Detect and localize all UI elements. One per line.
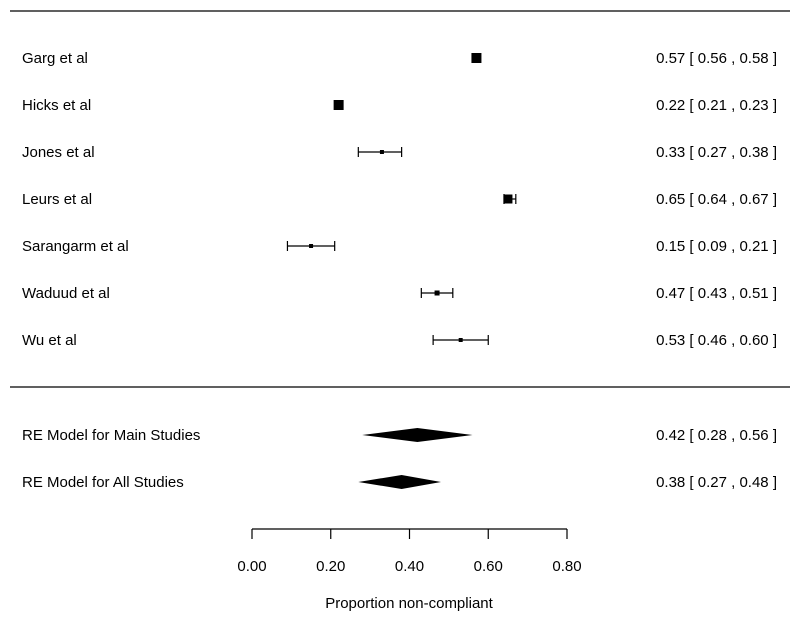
x-tick-label: 0.60 — [474, 558, 503, 575]
x-tick-label: 0.00 — [237, 558, 266, 575]
summary-label: RE Model for All Studies — [22, 474, 184, 491]
point-estimate — [309, 244, 314, 248]
x-axis: 0.00 0.20 0.40 0.60 0.80 — [237, 528, 582, 575]
study-row: Sarangarm et al 0.15 [ 0.09 , 0.21 ] — [22, 238, 777, 255]
estimate-ci-text: 0.33 [ 0.27 , 0.38 ] — [656, 144, 777, 161]
study-label: Jones et al — [22, 144, 95, 161]
estimate-ci-text: 0.53 [ 0.46 , 0.60 ] — [656, 332, 777, 349]
summary-estimate-text: 0.42 [ 0.28 , 0.56 ] — [656, 427, 777, 444]
estimate-ci-text: 0.15 [ 0.09 , 0.21 ] — [656, 238, 777, 255]
study-label: Waduud et al — [22, 285, 110, 302]
estimate-ci-text: 0.65 [ 0.64 , 0.67 ] — [656, 191, 777, 208]
estimate-ci-text: 0.22 [ 0.21 , 0.23 ] — [656, 97, 777, 114]
summary-row: RE Model for All Studies 0.38 [ 0.27 , 0.… — [22, 474, 777, 491]
study-row: Leurs et al 0.65 [ 0.64 , 0.67 ] — [22, 191, 777, 208]
summary-rows: RE Model for Main Studies 0.42 [ 0.28 , 0… — [22, 427, 777, 491]
summary-row: RE Model for Main Studies 0.42 [ 0.28 , 0… — [22, 427, 777, 444]
study-row: Garg et al 0.57 [ 0.56 , 0.58 ] — [22, 50, 777, 67]
estimate-ci-text: 0.57 [ 0.56 , 0.58 ] — [656, 50, 777, 67]
point-estimate — [458, 338, 463, 342]
study-label: Hicks et al — [22, 97, 91, 114]
summary-diamond — [358, 475, 441, 489]
point-estimate — [503, 194, 513, 204]
x-tick-label: 0.20 — [316, 558, 345, 575]
study-row: Jones et al 0.33 [ 0.27 , 0.38 ] — [22, 144, 777, 161]
point-estimate — [434, 290, 440, 296]
point-estimate — [379, 150, 384, 154]
study-label: Wu et al — [22, 332, 77, 349]
x-axis-label: Proportion non-compliant — [325, 595, 493, 612]
summary-diamond — [362, 428, 473, 442]
study-row: Hicks et al 0.22 [ 0.21 , 0.23 ] — [22, 97, 777, 114]
point-estimate — [471, 53, 482, 63]
study-row: Wu et al 0.53 [ 0.46 , 0.60 ] — [22, 332, 777, 349]
study-row: Waduud et al 0.47 [ 0.43 , 0.51 ] — [22, 285, 777, 302]
point-estimate — [333, 100, 344, 110]
x-tick-label: 0.80 — [552, 558, 581, 575]
study-label: Garg et al — [22, 50, 88, 67]
study-label: Sarangarm et al — [22, 238, 129, 255]
study-rows: Garg et al 0.57 [ 0.56 , 0.58 ] Hicks et a… — [22, 50, 777, 349]
x-tick-label: 0.40 — [395, 558, 424, 575]
summary-label: RE Model for Main Studies — [22, 427, 200, 444]
estimate-ci-text: 0.47 [ 0.43 , 0.51 ] — [656, 285, 777, 302]
study-label: Leurs et al — [22, 191, 92, 208]
summary-estimate-text: 0.38 [ 0.27 , 0.48 ] — [656, 474, 777, 491]
